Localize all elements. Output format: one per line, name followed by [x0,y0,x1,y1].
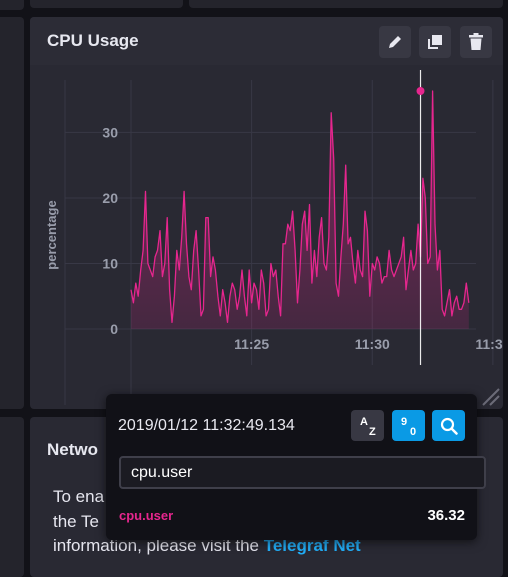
background-cell-top-right [189,0,503,8]
network-cell-text: To ena the Te information, please visit … [53,485,493,559]
cell-header[interactable]: CPU Usage [30,17,503,65]
svg-text:0: 0 [410,426,416,438]
network-text-line3: information, please visit the [53,536,264,555]
tooltip-timestamp: 2019/01/12 11:32:49.134 [118,417,295,434]
clone-button[interactable] [419,26,451,58]
y-tick-label: 30 [102,124,118,140]
svg-text:A: A [360,416,368,428]
graph-tooltip: 2019/01/12 11:32:49.134 A Z 9 0 cpu.user… [106,394,486,540]
sort-numeric-icon: 9 0 [401,416,416,438]
cpu-usage-cell: CPU Usage 0 10 20 30 11:25 11:30 11:35 percenta… [30,17,503,409]
background-cell-top [30,0,183,8]
svg-text:Z: Z [369,426,376,438]
y-tick-label: 10 [102,255,118,271]
sort-alpha-icon: A Z [360,416,376,438]
tooltip-series-value: 36.32 [427,507,465,524]
sort-numeric-button[interactable]: 9 0 [392,410,425,441]
y-tick-label: 0 [110,321,118,337]
x-tick-label: 11:30 [355,336,390,352]
network-text-line1: To ena [53,487,105,506]
search-icon [440,417,458,435]
network-cell-title: Netwo [47,440,98,459]
network-text-line2: the Te [53,511,100,531]
sort-alphabetical-button[interactable]: A Z [351,410,384,441]
trash-icon [469,33,483,50]
search-toggle-button[interactable] [432,410,465,441]
cell-title: CPU Usage [47,31,139,50]
pencil-icon [389,36,401,48]
delete-button[interactable] [460,26,492,58]
x-tick-label: 11:25 [234,336,269,352]
svg-text:9: 9 [401,416,407,428]
tooltip-series-name: cpu.user [119,508,174,523]
clone-icon [428,35,442,49]
resize-handle-icon[interactable] [479,385,501,407]
series-filter-input[interactable] [119,456,486,489]
edit-button[interactable] [379,26,411,58]
cpu-usage-chart[interactable]: 0 10 20 30 11:25 11:30 11:35 percentage [30,65,503,409]
background-cell-top-left [0,0,24,10]
y-axis-label: percentage [44,200,59,269]
series-line [130,90,470,324]
x-tick-label: 11:35 [475,336,503,352]
series-area [131,91,469,329]
hover-point [416,87,425,96]
background-cell-left [0,17,24,409]
background-cell-left-bottom [0,417,24,577]
y-tick-label: 20 [102,190,118,206]
telegraf-net-link[interactable]: Telegraf Net [263,536,361,555]
